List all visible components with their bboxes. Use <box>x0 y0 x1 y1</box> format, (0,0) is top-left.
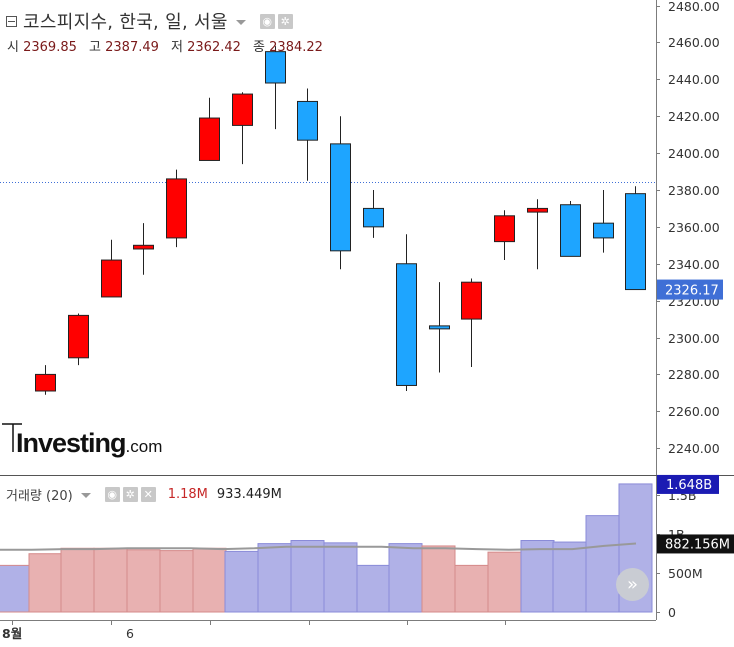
volume-bar <box>388 543 423 613</box>
candle-body <box>35 373 56 392</box>
ohlc-high-label: 고 <box>89 40 101 55</box>
volume-bar <box>0 564 30 613</box>
volume-bar <box>159 550 194 613</box>
price-tick-label: 2440.00 <box>668 72 720 87</box>
candle-body <box>527 207 548 213</box>
volume-bar <box>520 540 555 613</box>
ohlc-high-value: 2387.49 <box>105 40 159 55</box>
volume-bar <box>356 564 391 613</box>
close-icon[interactable]: ✕ <box>140 487 156 502</box>
candle-body <box>461 281 482 320</box>
candle-body <box>166 178 187 239</box>
candle-body <box>363 207 384 228</box>
volume-bar <box>552 541 587 613</box>
eye-icon[interactable]: ◉ <box>259 13 275 29</box>
chevron-down-icon[interactable] <box>80 493 91 498</box>
volume-value-1: 1.18M <box>167 487 208 502</box>
ohlc-values: 시 2369.85 고 2387.49 저 2362.42 종 2384.22 <box>7 36 331 55</box>
price-tick-label: 2400.00 <box>668 146 720 161</box>
candle-body <box>232 93 253 126</box>
candle-body <box>101 259 122 298</box>
price-tick-label: 2460.00 <box>668 35 720 50</box>
volume-ma-line <box>0 542 637 551</box>
price-tick-label: 2280.00 <box>668 367 720 382</box>
ma-volume-label-bg <box>657 534 734 554</box>
ohlc-close-value: 2384.22 <box>269 40 323 55</box>
volume-tick-label: 500M <box>668 566 703 581</box>
price-tick-label: 2360.00 <box>668 220 720 235</box>
price-tick-label: 2480.00 <box>668 0 720 14</box>
eye-icon[interactable]: ◉ <box>104 487 120 502</box>
volume-legend: 거래량 (20) ◉ ✲ ✕ 1.18M 933.449M <box>6 485 282 504</box>
collapse-icon[interactable] <box>6 15 17 27</box>
candle-body <box>265 51 286 84</box>
candle-body <box>133 244 154 250</box>
chart-title: 코스피지수, 한국, 일, 서울 <box>23 12 228 33</box>
candle-body <box>494 215 515 243</box>
price-tick-label: 2340.00 <box>668 257 720 272</box>
chevron-down-icon[interactable] <box>235 19 246 25</box>
candle-body <box>330 143 351 252</box>
logo-wordmark: Investing.com <box>16 428 162 459</box>
ohlc-close-label: 종 <box>253 40 266 55</box>
volume-bar <box>323 542 358 613</box>
volume-bar <box>192 547 227 613</box>
time-axis-label: 6 <box>126 626 134 641</box>
ohlc-open-label: 시 <box>7 40 19 55</box>
candle-body <box>625 193 646 291</box>
price-tick-label: 2240.00 <box>668 441 720 456</box>
price-tick-label: 2260.00 <box>668 404 720 419</box>
gear-icon[interactable]: ✲ <box>277 13 293 29</box>
volume-value-2: 933.449M <box>216 487 282 502</box>
candle-body <box>593 222 614 239</box>
last-price-label-bg <box>657 279 723 300</box>
logo-word: Investing <box>16 428 127 458</box>
volume-bar <box>257 543 292 613</box>
price-tick-label: 2380.00 <box>668 183 720 198</box>
volume-bar <box>60 547 95 613</box>
candle-body <box>560 204 581 257</box>
last-price-label: 2326.17 <box>665 284 719 299</box>
ohlc-open-value: 2369.85 <box>23 40 77 55</box>
logo-cross-mark <box>2 423 22 452</box>
candle-body <box>429 325 450 330</box>
volume-bar <box>487 551 522 613</box>
volume-bar <box>28 553 63 613</box>
price-tick-label: 2420.00 <box>668 109 720 124</box>
ohlc-low-value: 2362.42 <box>187 40 241 55</box>
candle-body <box>199 117 220 161</box>
ma-volume-label: 882.156M <box>665 537 730 552</box>
volume-bar <box>454 564 489 613</box>
time-axis-label: 8월 <box>2 626 22 641</box>
volume-bar <box>93 547 128 613</box>
max-volume-label: 1.648B <box>666 478 712 493</box>
volume-bar <box>126 549 161 613</box>
ohlc-low-label: 저 <box>171 40 183 55</box>
candle-body <box>68 314 89 359</box>
volume-bar <box>585 515 620 613</box>
chart-legend: 코스피지수, 한국, 일, 서울 ◉ ✲ 시 2369.85 고 2387.49… <box>6 8 331 55</box>
double-chevron-right-icon[interactable]: » <box>616 568 649 601</box>
volume-bar <box>421 545 456 613</box>
volume-bar <box>224 550 259 613</box>
price-tick-label: 2300.00 <box>668 331 720 346</box>
volume-indicator-name: 거래량 (20) <box>6 489 73 504</box>
logo-suffix: .com <box>125 437 163 456</box>
candle-body <box>297 100 318 141</box>
max-volume-label-bg <box>657 474 719 494</box>
candle-body <box>396 263 417 386</box>
gear-icon[interactable]: ✲ <box>122 487 138 502</box>
volume-bar <box>290 540 325 613</box>
volume-tick-label: 0 <box>668 605 676 620</box>
